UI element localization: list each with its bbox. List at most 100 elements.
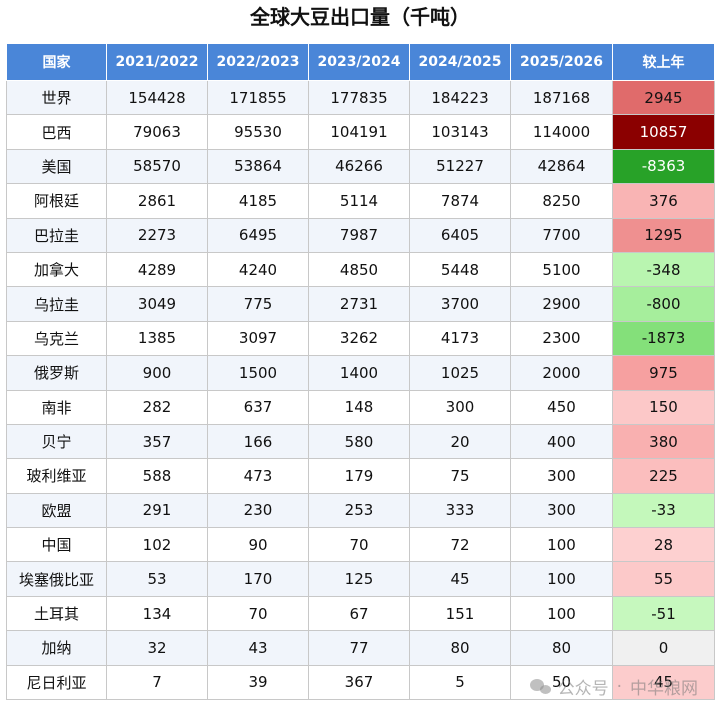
value-cell: 5 xyxy=(409,664,511,701)
country-cell: 中国 xyxy=(6,527,107,563)
value-cell: 70 xyxy=(308,527,410,563)
value-cell: 450 xyxy=(510,389,613,425)
change-cell: 10857 xyxy=(612,114,715,150)
change-cell: 380 xyxy=(612,423,715,460)
country-cell: 南非 xyxy=(6,389,107,425)
value-cell: 300 xyxy=(510,492,613,529)
value-cell: 5448 xyxy=(409,251,511,288)
value-cell: 184223 xyxy=(409,79,511,116)
country-cell: 加拿大 xyxy=(6,251,107,288)
change-cell: -51 xyxy=(612,595,715,632)
table-row: 玻利维亚 588 473 179 75 300 225 xyxy=(6,458,715,494)
value-cell: 300 xyxy=(510,458,613,494)
value-cell: 80 xyxy=(409,630,511,666)
table-row: 加拿大 4289 4240 4850 5448 5100 -348 xyxy=(6,251,715,288)
table-title: 全球大豆出口量（千吨） xyxy=(250,5,470,29)
value-cell: 58570 xyxy=(106,148,208,185)
value-cell: 1385 xyxy=(106,320,208,357)
value-cell: 5114 xyxy=(308,183,410,219)
value-cell: 51227 xyxy=(409,148,511,185)
value-cell: 473 xyxy=(207,458,309,494)
table-row: 欧盟 291 230 253 333 300 -33 xyxy=(6,492,715,529)
value-cell: 2300 xyxy=(510,320,613,357)
value-cell: 170 xyxy=(207,561,309,597)
change-cell: 376 xyxy=(612,183,715,219)
country-cell: 乌拉圭 xyxy=(6,286,107,322)
value-cell: 2861 xyxy=(106,183,208,219)
change-cell: -33 xyxy=(612,492,715,529)
table-body: 世界 154428 171855 177835 184223 187168 2945 巴西 79… xyxy=(6,79,715,701)
value-cell: 95530 xyxy=(207,114,309,150)
value-cell: 300 xyxy=(409,389,511,425)
value-cell: 2000 xyxy=(510,355,613,391)
value-cell: 1025 xyxy=(409,355,511,391)
change-cell: 45 xyxy=(612,664,715,701)
change-cell: 225 xyxy=(612,458,715,494)
value-cell: 3049 xyxy=(106,286,208,322)
value-cell: 70 xyxy=(207,595,309,632)
value-cell: 2273 xyxy=(106,217,208,253)
column-header: 2024/2025 xyxy=(409,43,511,81)
value-cell: 7987 xyxy=(308,217,410,253)
change-cell: 0 xyxy=(612,630,715,666)
value-cell: 7700 xyxy=(510,217,613,253)
value-cell: 3262 xyxy=(308,320,410,357)
value-cell: 45 xyxy=(409,561,511,597)
value-cell: 4289 xyxy=(106,251,208,288)
value-cell: 8250 xyxy=(510,183,613,219)
table-row: 尼日利亚 7 39 367 5 50 45 xyxy=(6,664,715,701)
value-cell: 100 xyxy=(510,527,613,563)
value-cell: 134 xyxy=(106,595,208,632)
value-cell: 282 xyxy=(106,389,208,425)
value-cell: 7 xyxy=(106,664,208,701)
value-cell: 6495 xyxy=(207,217,309,253)
value-cell: 100 xyxy=(510,561,613,597)
value-cell: 580 xyxy=(308,423,410,460)
table-row: 土耳其 134 70 67 151 100 -51 xyxy=(6,595,715,632)
country-cell: 俄罗斯 xyxy=(6,355,107,391)
change-cell: 28 xyxy=(612,527,715,563)
country-cell: 埃塞俄比亚 xyxy=(6,561,107,597)
value-cell: 177835 xyxy=(308,79,410,116)
country-cell: 巴拉圭 xyxy=(6,217,107,253)
table-row: 俄罗斯 900 1500 1400 1025 2000 975 xyxy=(6,355,715,391)
value-cell: 253 xyxy=(308,492,410,529)
value-cell: 103143 xyxy=(409,114,511,150)
value-cell: 588 xyxy=(106,458,208,494)
value-cell: 151 xyxy=(409,595,511,632)
value-cell: 20 xyxy=(409,423,511,460)
value-cell: 125 xyxy=(308,561,410,597)
table-row: 加纳 32 43 77 80 80 0 xyxy=(6,630,715,666)
country-cell: 玻利维亚 xyxy=(6,458,107,494)
column-header: 2025/2026 xyxy=(510,43,613,81)
table-row: 埃塞俄比亚 53 170 125 45 100 55 xyxy=(6,561,715,597)
value-cell: 79063 xyxy=(106,114,208,150)
value-cell: 2900 xyxy=(510,286,613,322)
column-header: 2023/2024 xyxy=(308,43,410,81)
column-header: 较上年 xyxy=(612,43,715,81)
value-cell: 75 xyxy=(409,458,511,494)
value-cell: 4173 xyxy=(409,320,511,357)
value-cell: 114000 xyxy=(510,114,613,150)
country-cell: 巴西 xyxy=(6,114,107,150)
country-cell: 乌克兰 xyxy=(6,320,107,357)
change-cell: -348 xyxy=(612,251,715,288)
column-header: 国家 xyxy=(6,43,107,81)
value-cell: 775 xyxy=(207,286,309,322)
value-cell: 357 xyxy=(106,423,208,460)
value-cell: 3097 xyxy=(207,320,309,357)
change-cell: 55 xyxy=(612,561,715,597)
value-cell: 104191 xyxy=(308,114,410,150)
value-cell: 100 xyxy=(510,595,613,632)
value-cell: 400 xyxy=(510,423,613,460)
value-cell: 3700 xyxy=(409,286,511,322)
value-cell: 166 xyxy=(207,423,309,460)
country-cell: 世界 xyxy=(6,79,107,116)
value-cell: 5100 xyxy=(510,251,613,288)
value-cell: 333 xyxy=(409,492,511,529)
value-cell: 102 xyxy=(106,527,208,563)
table-row: 贝宁 357 166 580 20 400 380 xyxy=(6,423,715,460)
value-cell: 2731 xyxy=(308,286,410,322)
column-header: 2022/2023 xyxy=(207,43,309,81)
table-row: 乌克兰 1385 3097 3262 4173 2300 -1873 xyxy=(6,320,715,357)
